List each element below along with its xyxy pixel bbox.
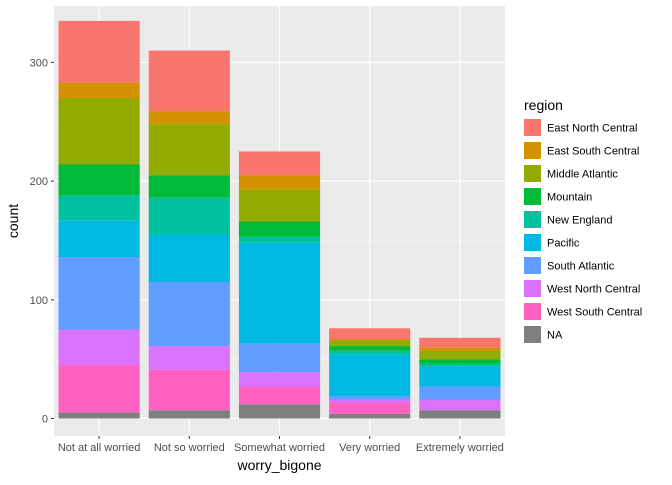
legend-key <box>524 142 541 159</box>
bar-segment <box>329 338 411 341</box>
legend-label: South Atlantic <box>547 261 615 273</box>
bar-segment <box>419 399 501 411</box>
bar-segment <box>58 329 140 366</box>
x-tick-label: Not at all worried <box>58 442 141 454</box>
bar-segment <box>238 386 321 405</box>
x-tick-label: Extremely worried <box>416 442 504 454</box>
legend-key <box>524 280 541 297</box>
legend-key <box>524 188 541 205</box>
bar-segment <box>419 386 501 400</box>
bar-segment <box>58 195 140 221</box>
legend-key <box>524 234 541 251</box>
y-tick-label: 300 <box>30 57 48 69</box>
bar-segment <box>148 346 230 370</box>
bar-segment <box>419 410 501 419</box>
bar-segment <box>148 234 230 282</box>
bar-segment <box>329 395 411 400</box>
bar-segment <box>329 354 411 396</box>
legend-key <box>524 303 541 320</box>
bar-segment <box>329 413 411 419</box>
legend-key <box>524 326 541 343</box>
y-axis-title: count <box>5 204 21 238</box>
legend-label: New England <box>547 215 612 227</box>
bar-segment <box>58 98 140 165</box>
legend-key <box>524 211 541 228</box>
bar-segment <box>148 197 230 235</box>
bar-segment <box>419 347 501 351</box>
legend-label: West South Central <box>547 307 642 319</box>
bar-segment <box>58 412 140 419</box>
bar-segment <box>329 328 411 339</box>
bar-segment <box>148 50 230 112</box>
legend-key <box>524 257 541 274</box>
bar-segment <box>58 82 140 99</box>
bar-segment <box>238 242 321 344</box>
bar-segment <box>58 365 140 413</box>
bar-segment <box>148 410 230 419</box>
bar-segment <box>419 363 501 367</box>
bar-segment <box>58 257 140 330</box>
bar-segment <box>238 404 321 419</box>
legend: East North Central East South Central Midd… <box>524 119 642 343</box>
bar-segment <box>419 350 501 360</box>
x-tick-label: Somewhat worried <box>234 442 325 454</box>
legend-label: Pacific <box>547 238 580 250</box>
bar-segment <box>148 175 230 198</box>
legend-key <box>524 165 541 182</box>
bar-segment <box>329 403 411 414</box>
bar-segment <box>238 189 321 222</box>
bar-segment <box>238 372 321 387</box>
bar-segment <box>148 124 230 176</box>
y-axis-ticks: 0 100 200 300 <box>30 57 54 426</box>
bar-segment <box>419 359 501 364</box>
x-axis-title: worry_bigone <box>236 457 321 473</box>
legend-label: Mountain <box>547 192 592 204</box>
bars <box>58 20 501 419</box>
legend-label: East South Central <box>547 146 639 158</box>
bar-segment <box>58 20 140 83</box>
bar-segment <box>148 111 230 125</box>
legend-title: region <box>524 97 563 113</box>
bar-segment <box>238 151 321 176</box>
bar-segment <box>419 337 501 348</box>
bar-segment <box>419 366 501 387</box>
legend-key <box>524 119 541 136</box>
bar-segment <box>238 236 321 243</box>
bar-segment <box>329 340 411 347</box>
bar-segment <box>329 399 411 404</box>
bar-segment <box>238 175 321 190</box>
y-tick-label: 100 <box>30 295 48 307</box>
legend-label: Middle Atlantic <box>547 169 618 181</box>
bar-segment <box>148 369 230 411</box>
legend-label: East North Central <box>547 123 637 135</box>
y-tick-label: 0 <box>42 414 48 426</box>
bar-segment <box>329 346 411 351</box>
bar-segment <box>58 164 140 196</box>
x-tick-label: Very worried <box>339 442 400 454</box>
bar-segment <box>148 282 230 347</box>
legend-label: West North Central <box>547 284 640 296</box>
x-tick-label: Not so worried <box>154 442 225 454</box>
y-tick-label: 200 <box>30 176 48 188</box>
bar-segment <box>238 221 321 237</box>
bar-segment <box>238 343 321 373</box>
x-axis-ticks: Not at all worried Not so worried Somewhat… <box>58 436 504 454</box>
bar-segment <box>58 220 140 258</box>
legend-label: NA <box>547 330 563 342</box>
bar-segment <box>329 350 411 355</box>
